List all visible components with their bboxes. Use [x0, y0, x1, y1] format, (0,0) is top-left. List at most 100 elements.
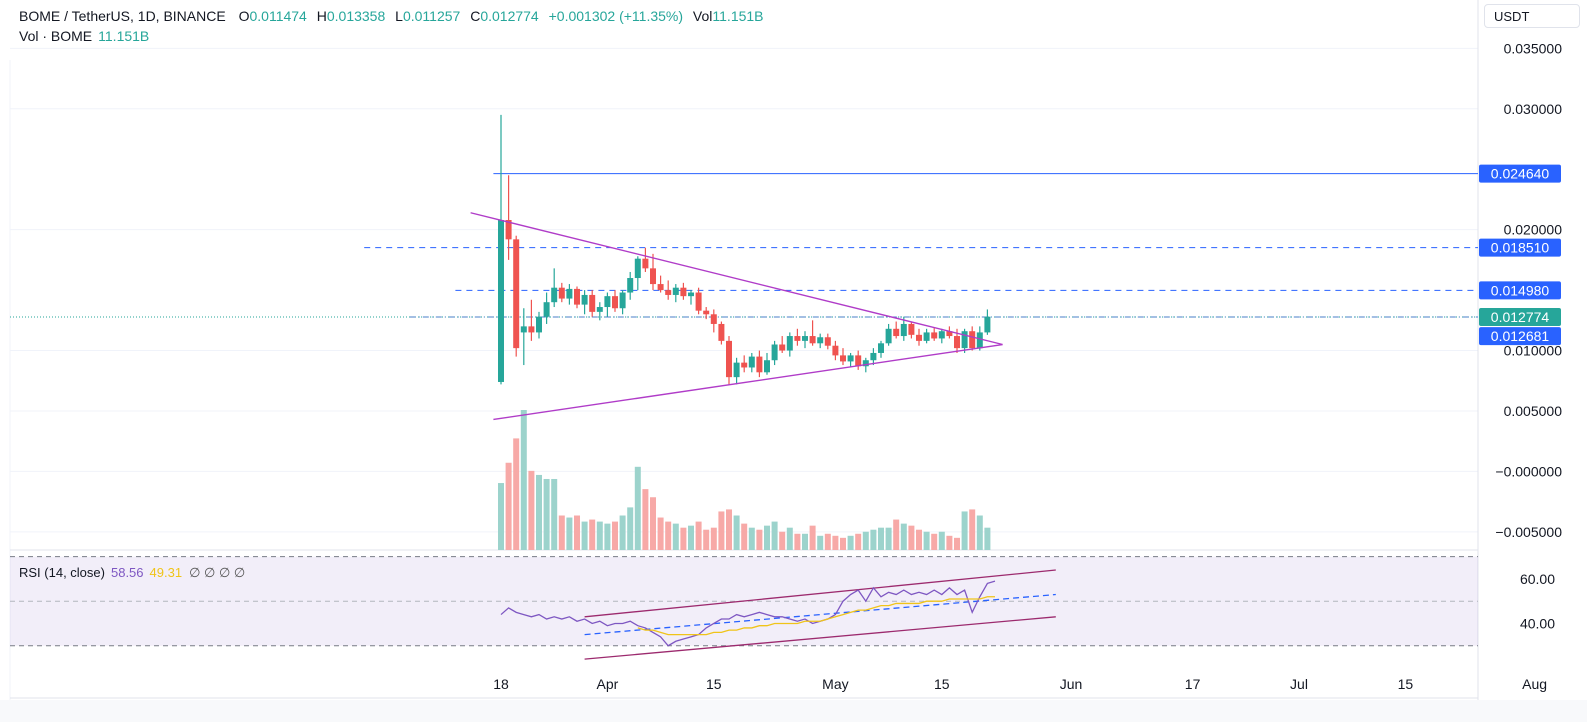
candle-body — [809, 336, 816, 344]
volume-bar — [946, 535, 953, 550]
candle-body — [741, 362, 748, 368]
time-tick-label: Apr — [597, 676, 619, 692]
footer-strip — [0, 700, 1587, 722]
volume-bar — [809, 525, 816, 550]
volume-bar — [847, 535, 854, 550]
volume-bar — [726, 509, 732, 550]
triangle-pattern[interactable] — [470, 212, 1003, 421]
candle-body — [817, 337, 824, 344]
volume-bar — [908, 525, 915, 550]
candle-body — [908, 323, 915, 335]
candle-body — [984, 316, 991, 333]
candle-body — [558, 287, 565, 299]
volume-bar — [961, 511, 968, 550]
volume-legend[interactable]: Vol · BOME 11.151B — [19, 28, 149, 44]
candle-body — [870, 352, 877, 361]
time-tick-label: 15 — [706, 676, 722, 692]
volume-bar — [543, 478, 550, 550]
rsi-channel-line — [584, 616, 1056, 660]
ohlc-legend: BOME / TetherUS, 1D, BINANCE O0.011474 H… — [19, 8, 770, 24]
volume-bar — [688, 525, 694, 550]
volume-bar — [840, 537, 846, 550]
candle-body — [650, 268, 656, 285]
candle-body — [589, 294, 596, 312]
candles[interactable] — [498, 114, 991, 385]
rsi-pane[interactable] — [10, 556, 1478, 660]
high-value: 0.013358 — [326, 8, 386, 24]
candle-body — [672, 287, 679, 295]
price-label-text: 0.012774 — [1491, 309, 1550, 325]
volume-bar — [748, 527, 755, 550]
close-value: 0.012774 — [480, 8, 539, 24]
volume-bar — [650, 497, 656, 550]
volume-bar — [718, 511, 725, 550]
volume-bar — [878, 527, 884, 550]
volume-bar — [612, 521, 618, 550]
volume-bar — [802, 533, 808, 550]
price-axis[interactable]: 0.035000 0.030000 0.020000 0.010000 0.005000… — [1495, 40, 1562, 631]
candle-body — [513, 239, 520, 349]
candle-body — [748, 356, 755, 368]
rsi-ma-line — [637, 596, 995, 636]
rsi-tick-label: 60.00 — [1520, 571, 1555, 587]
currency-selector[interactable]: USDT — [1484, 4, 1580, 28]
volume-bar — [634, 466, 641, 550]
candle-body — [794, 336, 801, 341]
volume-bar — [984, 527, 991, 550]
volume-bar — [536, 474, 542, 550]
candle-body — [954, 336, 960, 349]
time-axis[interactable]: 18 Apr 15 May 15 Jun 17 Jul 15 Aug — [493, 676, 1547, 692]
price-label-bg — [1479, 281, 1561, 300]
high-label: H — [316, 8, 327, 24]
rsi-ma-value: 49.31 — [149, 565, 183, 580]
volume-bar — [885, 527, 892, 550]
volume-bar — [695, 521, 702, 550]
candle-body — [923, 332, 930, 341]
candle-body — [612, 296, 618, 309]
price-label-text: 0.014980 — [1491, 282, 1550, 298]
volume-bar — [817, 535, 824, 550]
candle-body — [900, 323, 907, 337]
price-tick-label: 0.020000 — [1504, 222, 1563, 238]
triangle-lower-line — [493, 343, 1003, 421]
price-tick-label: 0.035000 — [1504, 40, 1563, 56]
volume-bar — [558, 515, 565, 550]
candle-body — [695, 292, 702, 311]
price-tick-label: 0.005000 — [1504, 403, 1563, 419]
rsi-value: 58.56 — [110, 565, 144, 580]
candle-body — [680, 287, 687, 297]
candle-body — [726, 340, 732, 378]
rsi-extra-values: ∅ ∅ ∅ ∅ — [189, 565, 246, 580]
candle-body — [786, 336, 793, 351]
time-tick-label: Aug — [1522, 676, 1547, 692]
volume-bar — [832, 535, 839, 550]
volume-bar — [665, 521, 672, 550]
candle-body — [961, 331, 968, 349]
symbol-title[interactable]: BOME / TetherUS, 1D, BINANCE — [19, 8, 226, 24]
volume-bar — [589, 519, 596, 550]
volume-bar — [794, 533, 801, 550]
candle-body — [536, 316, 542, 333]
volume-bar — [931, 533, 938, 550]
rsi-legend[interactable]: RSI (14, close) 58.56 49.31 ∅ ∅ ∅ ∅ — [19, 565, 245, 581]
volume-bar — [771, 521, 778, 550]
candle-body — [657, 284, 664, 291]
volume-bar — [976, 515, 983, 550]
volume-bar — [756, 529, 763, 550]
candle-body — [642, 258, 649, 269]
candle-body — [832, 345, 839, 356]
vol-label: Vol — [692, 8, 713, 24]
candle-body — [878, 343, 884, 353]
volume-bar — [566, 517, 573, 550]
volume-bar — [581, 521, 588, 550]
volume-bar — [680, 527, 687, 550]
candle-body — [520, 326, 527, 333]
time-tick-label: 15 — [1398, 676, 1414, 692]
volume-bar — [498, 483, 504, 550]
level-lines[interactable] — [10, 173, 1478, 318]
volume-bar — [779, 531, 786, 550]
low-label: L — [395, 8, 403, 24]
price-tick-label: 0.010000 — [1504, 343, 1563, 359]
volume-bar — [604, 523, 611, 550]
